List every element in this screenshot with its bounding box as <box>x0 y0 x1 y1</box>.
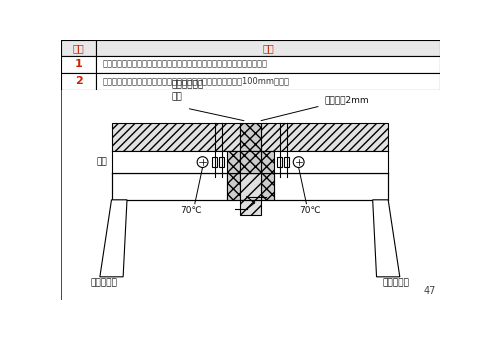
Bar <box>107 94 391 289</box>
Text: 47: 47 <box>423 286 435 296</box>
Bar <box>227 173 239 200</box>
Text: 风管: 风管 <box>97 158 107 166</box>
Text: 内容: 内容 <box>262 43 273 53</box>
Text: 耐高温软接: 耐高温软接 <box>90 278 117 287</box>
Bar <box>239 151 261 173</box>
Bar <box>96 56 439 73</box>
Text: 耐高温软接: 耐高温软接 <box>382 278 408 287</box>
Text: 70℃: 70℃ <box>180 206 202 215</box>
Bar <box>261 173 273 200</box>
Bar <box>111 173 227 200</box>
Bar <box>96 73 439 90</box>
Text: 穿越防火分隔处的变形缝两侧的通风、空气调节系统的风管上设置防火阀。: 穿越防火分隔处的变形缝两侧的通风、空气调节系统的风管上设置防火阀。 <box>102 60 266 69</box>
Bar <box>284 157 289 167</box>
Bar <box>261 123 387 151</box>
Circle shape <box>293 157 304 167</box>
Text: 穿越结构变形缝处的风管设置柔性短管，其长度大于变形缝宽度100mm以上。: 穿越结构变形缝处的风管设置柔性短管，其长度大于变形缝宽度100mm以上。 <box>102 77 288 86</box>
Bar <box>61 56 96 73</box>
Text: 2: 2 <box>75 76 82 86</box>
Polygon shape <box>372 200 399 277</box>
Bar <box>219 157 224 167</box>
Text: 70℃: 70℃ <box>299 206 321 215</box>
Circle shape <box>197 157 207 167</box>
Text: 风管厚度2mm: 风管厚度2mm <box>324 95 368 104</box>
Bar <box>227 151 239 173</box>
Text: 序号: 序号 <box>73 43 84 53</box>
Text: 柔性不燃材料
密封: 柔性不燃材料 密封 <box>171 81 203 101</box>
Bar <box>111 151 387 173</box>
Text: 1: 1 <box>75 59 82 69</box>
Bar <box>61 73 96 90</box>
Bar <box>96 40 439 56</box>
Bar <box>61 40 96 56</box>
Bar <box>261 151 273 173</box>
Bar <box>239 173 261 200</box>
Bar <box>273 173 387 200</box>
Bar <box>211 157 217 167</box>
Bar <box>239 123 261 151</box>
Bar <box>239 200 261 215</box>
Bar <box>61 90 439 300</box>
Bar <box>276 157 282 167</box>
Bar <box>111 123 239 151</box>
Polygon shape <box>100 200 127 277</box>
